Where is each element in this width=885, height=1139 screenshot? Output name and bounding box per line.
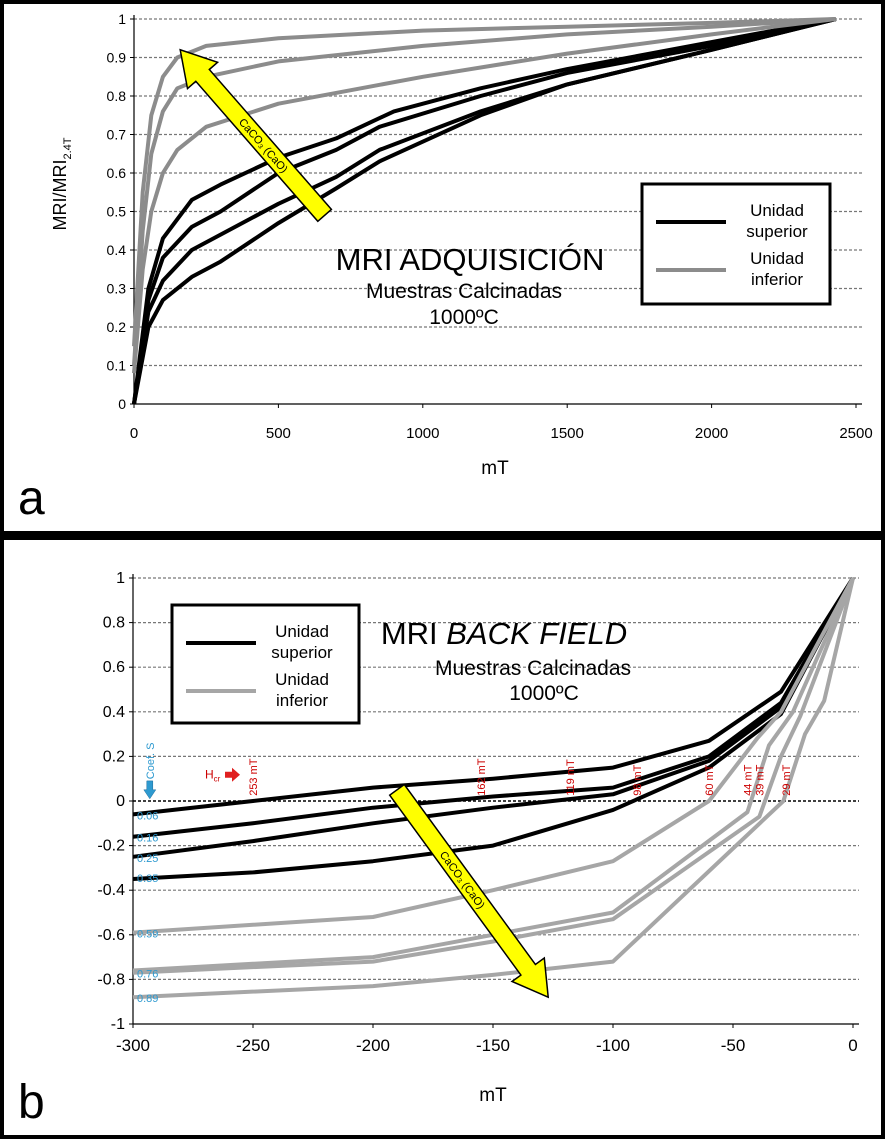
coef-s-arrow-icon bbox=[143, 780, 157, 800]
x-tick-label-4: -100 bbox=[596, 1036, 630, 1055]
cac03-arrow bbox=[388, 783, 550, 999]
x-tick-label-2: -200 bbox=[356, 1036, 390, 1055]
coercivity-label-6: 39 mT bbox=[754, 764, 766, 795]
y-tick-label-5: 0 bbox=[116, 793, 125, 810]
series-line-6 bbox=[132, 577, 855, 973]
s-value-2: 0.25 bbox=[137, 853, 158, 865]
x-tick-label-6: 0 bbox=[848, 1036, 857, 1055]
y-tick-label-4: -0.2 bbox=[97, 838, 125, 855]
coercivity-label-0: 253 mT bbox=[248, 758, 260, 796]
legend-label-0-0: Unidad bbox=[275, 622, 329, 641]
chart-subtitle: Muestras Calcinadas bbox=[435, 657, 631, 680]
y-tick-label-5: 0.5 bbox=[107, 204, 127, 220]
x-tick-label-1: -250 bbox=[236, 1036, 270, 1055]
coercivity-label-2: 119 mT bbox=[565, 759, 577, 796]
y-tick-label-3: 0.3 bbox=[107, 281, 127, 297]
coercivity-label-1: 162 mT bbox=[476, 758, 488, 796]
y-tick-label-6: 0.2 bbox=[103, 748, 125, 765]
legend-label-1-1: inferior bbox=[276, 691, 328, 710]
legend-box bbox=[170, 603, 361, 725]
series-line-8 bbox=[132, 577, 855, 1000]
s-value-0: 0.06 bbox=[137, 810, 158, 822]
y-tick-label-8: 0.6 bbox=[103, 659, 125, 676]
coercivity-label-3: 98 mT bbox=[632, 764, 644, 795]
x-tick-label-2: 1000 bbox=[406, 425, 439, 442]
s-value-4: 0.59 bbox=[137, 929, 158, 941]
y-tick-label-0: 0 bbox=[118, 396, 126, 412]
chart-subtitle: Muestras Calcinadas bbox=[366, 280, 562, 303]
legend-label-0-1: superior bbox=[271, 643, 333, 662]
legend-label-1-0: Unidad bbox=[750, 249, 804, 268]
chart-title: MRI BACK FIELD bbox=[381, 616, 627, 651]
x-axis-label: mT bbox=[481, 458, 509, 479]
x-tick-label-4: 2000 bbox=[695, 425, 728, 442]
coercivity-label-4: 60 mT bbox=[704, 764, 716, 795]
y-tick-label-3: -0.4 bbox=[97, 882, 125, 899]
y-tick-label-2: -0.6 bbox=[97, 927, 125, 944]
series-line-7 bbox=[132, 17, 837, 374]
y-tick-label-9: 0.9 bbox=[107, 50, 127, 66]
panel-b: -1 -0.8 -0.6 -0.4 -0.2 0 0.2 0.4 0.6 0.8 1 -300 -250… bbox=[4, 540, 881, 1135]
s-value-1: 0.16 bbox=[137, 833, 158, 845]
series-line-1 bbox=[132, 576, 855, 817]
y-tick-label-6: 0.6 bbox=[107, 165, 127, 181]
legend-label-1-0: Unidad bbox=[275, 670, 329, 689]
panel-label-b: b bbox=[18, 1076, 45, 1129]
y-tick-label-7: 0.7 bbox=[107, 127, 127, 143]
s-value-3: 0.35 bbox=[137, 873, 158, 885]
panel-label-a: a bbox=[18, 472, 45, 525]
y-axis-label: MRI/MRI2.4T bbox=[50, 137, 74, 230]
series-line-2 bbox=[132, 577, 855, 839]
x-tick-label-0: -300 bbox=[116, 1036, 150, 1055]
series-line-2 bbox=[132, 17, 837, 405]
y-tick-label-10: 1 bbox=[118, 11, 126, 27]
legend-box bbox=[640, 182, 832, 306]
legend-label-1-1: inferior bbox=[751, 270, 803, 289]
y-tick-label-1: -0.8 bbox=[97, 971, 125, 988]
y-tick-label-8: 0.8 bbox=[107, 88, 127, 104]
x-tick-label-5: -50 bbox=[721, 1036, 746, 1055]
panel-a: 0 0.1 0.2 0.3 0.4 0.5 0.6 0.7 0.8 0.9 1 0 500 1000 150… bbox=[4, 4, 881, 531]
chart-temperature: 1000ºC bbox=[509, 682, 579, 705]
legend-label-0-1: superior bbox=[746, 222, 808, 241]
coercivity-label-5: 44 mT bbox=[742, 764, 754, 795]
series-line-3 bbox=[132, 577, 855, 859]
series-line-5 bbox=[132, 17, 836, 347]
x-tick-label-3: -150 bbox=[476, 1036, 510, 1055]
y-tick-label-0: -1 bbox=[111, 1016, 125, 1033]
y-tick-label-1: 0.1 bbox=[107, 358, 127, 374]
coercivity-label-7: 29 mT bbox=[781, 764, 793, 795]
chart-temperature: 1000ºC bbox=[429, 306, 499, 329]
x-tick-label-1: 500 bbox=[266, 425, 291, 442]
cac03-arrow bbox=[179, 48, 333, 223]
series-line-1 bbox=[132, 17, 837, 405]
x-axis-label: mT bbox=[479, 1085, 507, 1106]
s-value-5: 0.76 bbox=[137, 969, 158, 981]
y-tick-label-4: 0.4 bbox=[107, 242, 127, 258]
legend-label-0-0: Unidad bbox=[750, 201, 804, 220]
coef-s-label: Coef. S bbox=[145, 743, 157, 780]
hcr-arrow-icon bbox=[225, 767, 240, 782]
series-line-5 bbox=[132, 577, 855, 935]
x-tick-label-3: 1500 bbox=[551, 425, 584, 442]
x-tick-label-0: 0 bbox=[130, 425, 138, 442]
chart-b: -1 -0.8 -0.6 -0.4 -0.2 0 0.2 0.4 0.6 0.8 1 -300 -250… bbox=[18, 570, 859, 1129]
y-tick-label-7: 0.4 bbox=[103, 704, 125, 721]
x-tick-label-5: 2500 bbox=[839, 425, 872, 442]
chart-a: 0 0.1 0.2 0.3 0.4 0.5 0.6 0.7 0.8 0.9 1 0 500 1000 150… bbox=[18, 11, 873, 525]
series-line-7 bbox=[132, 577, 855, 975]
chart-title: MRI ADQUISICIÓN bbox=[336, 242, 605, 277]
y-tick-label-10: 1 bbox=[116, 570, 125, 587]
hcr-label: Hcr bbox=[205, 768, 221, 784]
s-value-6: 0.89 bbox=[137, 993, 158, 1005]
y-tick-label-9: 0.8 bbox=[103, 615, 125, 632]
y-tick-label-2: 0.2 bbox=[107, 319, 127, 335]
